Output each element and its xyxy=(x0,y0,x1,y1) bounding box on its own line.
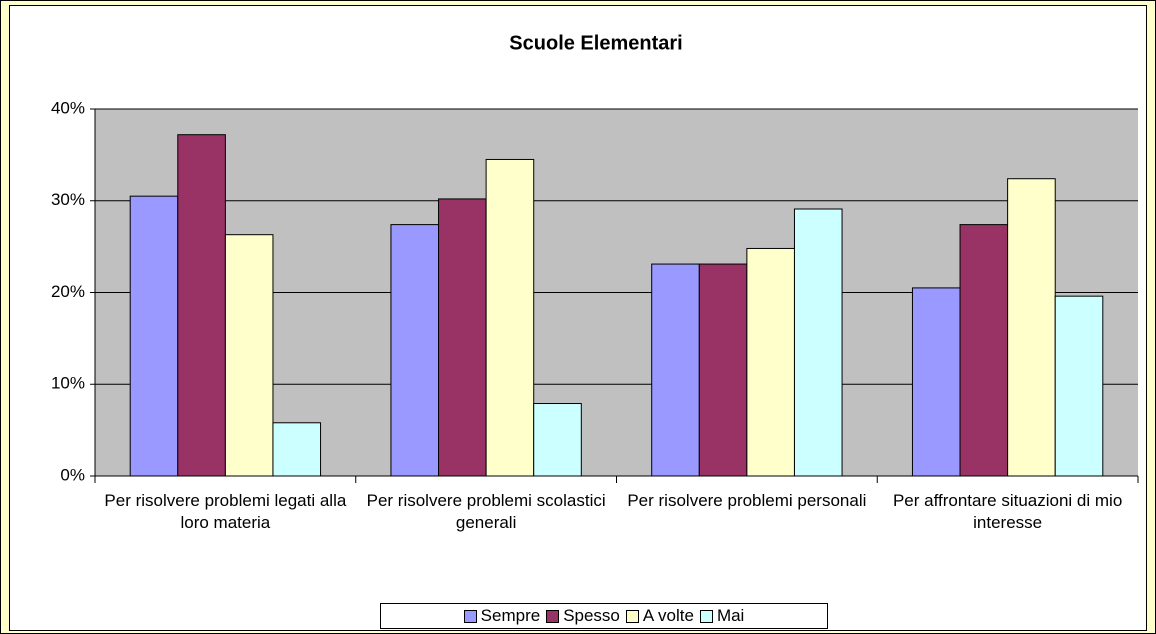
bar xyxy=(1007,178,1056,477)
bar xyxy=(793,208,843,477)
y-tick-label: 0% xyxy=(60,465,85,484)
y-tick-label: 40% xyxy=(51,98,85,117)
bar xyxy=(438,198,487,477)
bar xyxy=(533,403,582,477)
legend-label: Spesso xyxy=(563,606,620,625)
legend-swatch xyxy=(625,609,639,623)
x-tick-label: Per risolvere problemi scolastici genera… xyxy=(366,491,606,532)
bar xyxy=(651,263,700,477)
legend-swatch xyxy=(699,609,713,623)
chart-title: Scuole Elementari xyxy=(509,32,682,54)
legend-swatch xyxy=(463,609,477,623)
x-tick-label: Per affrontare situazioni di mio interes… xyxy=(892,491,1123,532)
bar xyxy=(1054,295,1104,477)
bar xyxy=(746,247,795,477)
legend-swatch xyxy=(546,609,560,623)
bar xyxy=(224,234,274,477)
legend-label: A volte xyxy=(642,606,694,625)
legend-label: Sempre xyxy=(480,606,541,625)
bar xyxy=(485,158,535,477)
bar xyxy=(129,195,179,477)
bar xyxy=(698,263,748,477)
legend: Sempre Spesso A volte Mai xyxy=(380,603,828,629)
y-tick-label: 10% xyxy=(51,374,85,393)
legend-item: Sempre xyxy=(463,606,541,626)
bar xyxy=(911,287,961,477)
legend-item: Spesso xyxy=(546,606,620,626)
x-tick-label: Per risolvere problemi legati alla loro … xyxy=(104,491,347,532)
bar xyxy=(959,224,1009,477)
bar xyxy=(177,134,226,477)
bar xyxy=(390,224,440,477)
y-tick-label: 20% xyxy=(51,282,85,301)
legend-item: A volte xyxy=(625,606,694,626)
legend-item: Mai xyxy=(699,606,745,626)
bar xyxy=(272,422,322,477)
y-tick-label: 30% xyxy=(51,190,85,209)
x-tick-label: Per risolvere problemi personali xyxy=(627,491,867,510)
legend-label: Mai xyxy=(716,606,745,625)
